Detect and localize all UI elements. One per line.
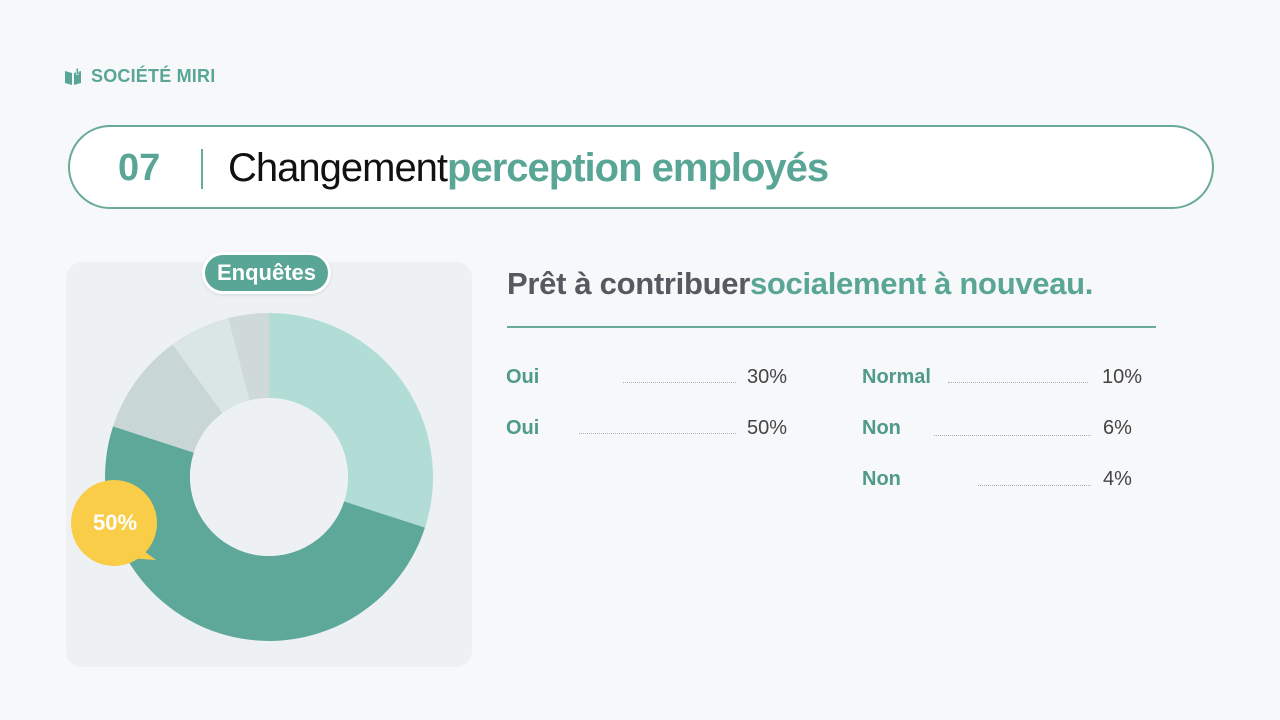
callout-bubble-icon bbox=[71, 480, 157, 566]
legend-dots bbox=[978, 485, 1091, 486]
legend-row: Oui bbox=[506, 416, 539, 440]
brand: SOCIÉTÉ MIRI bbox=[63, 66, 215, 87]
legend-value: 50% bbox=[747, 417, 788, 439]
legend-dots bbox=[948, 382, 1088, 383]
legend-row: Non bbox=[862, 467, 901, 491]
page-title: Changementperception employés bbox=[228, 146, 829, 191]
legend-label: Oui bbox=[506, 365, 540, 388]
subtitle-accent: socialement à nouveau. bbox=[749, 266, 1094, 301]
legend-value: 6% bbox=[1103, 417, 1132, 439]
header-divider bbox=[201, 149, 203, 189]
chart-badge: Enquêtes bbox=[202, 252, 332, 294]
legend-dots bbox=[579, 433, 736, 434]
legend-label: Oui bbox=[506, 416, 540, 439]
legend-label: Non bbox=[862, 416, 901, 439]
legend-label: Non bbox=[862, 467, 901, 490]
header-bar: 07 Changementperception employés bbox=[68, 125, 1214, 209]
chart-subtitle: Prêt à contribuersocialement à nouveau. bbox=[507, 266, 1093, 302]
brand-name: SOCIÉTÉ MIRI bbox=[91, 66, 216, 86]
page-title-accent: perception employés bbox=[447, 146, 829, 190]
chart-panel bbox=[66, 262, 472, 667]
legend-row: Non bbox=[862, 416, 901, 440]
legend-value: 10% bbox=[1102, 366, 1143, 388]
callout-value: 50% bbox=[92, 510, 138, 535]
legend-dots bbox=[623, 382, 736, 383]
section-number: 07 bbox=[118, 147, 161, 189]
legend-row: Oui bbox=[506, 365, 539, 389]
highlight-callout: 50% bbox=[70, 478, 160, 568]
legend-value: 4% bbox=[1103, 468, 1132, 490]
legend-dots bbox=[934, 435, 1091, 436]
legend-value: 30% bbox=[747, 366, 788, 388]
subtitle-main: Prêt à contribuer bbox=[507, 266, 750, 301]
book-icon bbox=[65, 68, 81, 85]
subtitle-rule bbox=[507, 326, 1156, 328]
page-title-main: Changement bbox=[228, 146, 448, 190]
legend-label: Normal bbox=[862, 365, 931, 388]
legend-row: Normal bbox=[862, 365, 931, 389]
